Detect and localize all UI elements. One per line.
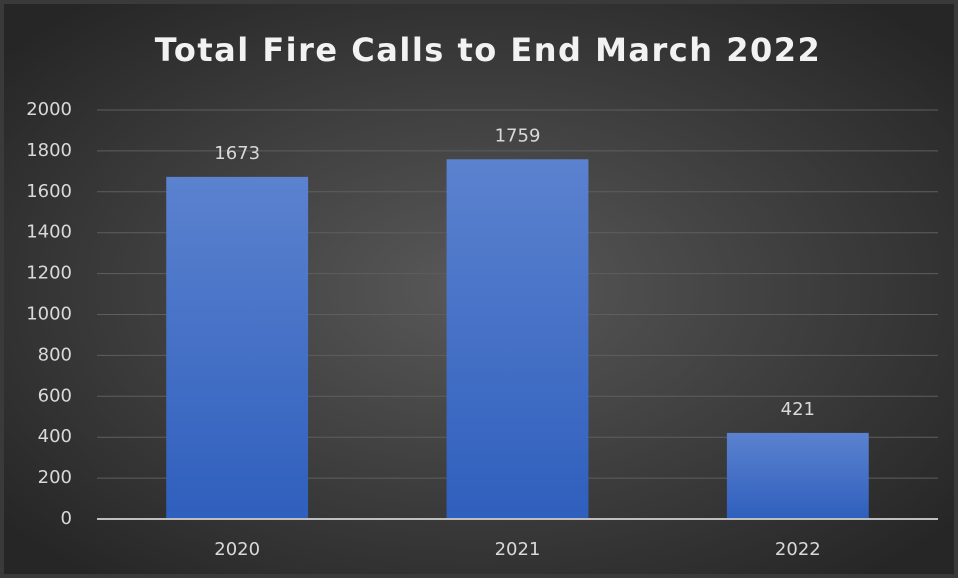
x-tick-label: 2021 — [495, 539, 541, 560]
y-tick-label: 1400 — [26, 222, 72, 243]
data-label: 421 — [781, 399, 815, 420]
y-tick-label: 0 — [61, 508, 72, 529]
data-label: 1673 — [214, 143, 260, 164]
x-tick-label: 2022 — [775, 539, 821, 560]
chart-title: Total Fire Calls to End March 2022 — [155, 31, 822, 69]
y-tick-label: 1600 — [26, 181, 72, 202]
bar — [726, 432, 869, 519]
y-tick-label: 1200 — [26, 263, 72, 284]
bar — [166, 176, 309, 519]
y-tick-label: 2000 — [26, 99, 72, 120]
data-label: 1759 — [495, 125, 541, 146]
y-tick-label: 200 — [38, 467, 72, 488]
y-tick-label: 600 — [38, 385, 72, 406]
y-tick-label: 1800 — [26, 140, 72, 161]
y-tick-label: 800 — [38, 344, 72, 365]
y-tick-label: 1000 — [26, 304, 72, 325]
y-tick-label: 400 — [38, 426, 72, 447]
bar — [446, 159, 589, 520]
x-tick-label: 2020 — [214, 539, 260, 560]
